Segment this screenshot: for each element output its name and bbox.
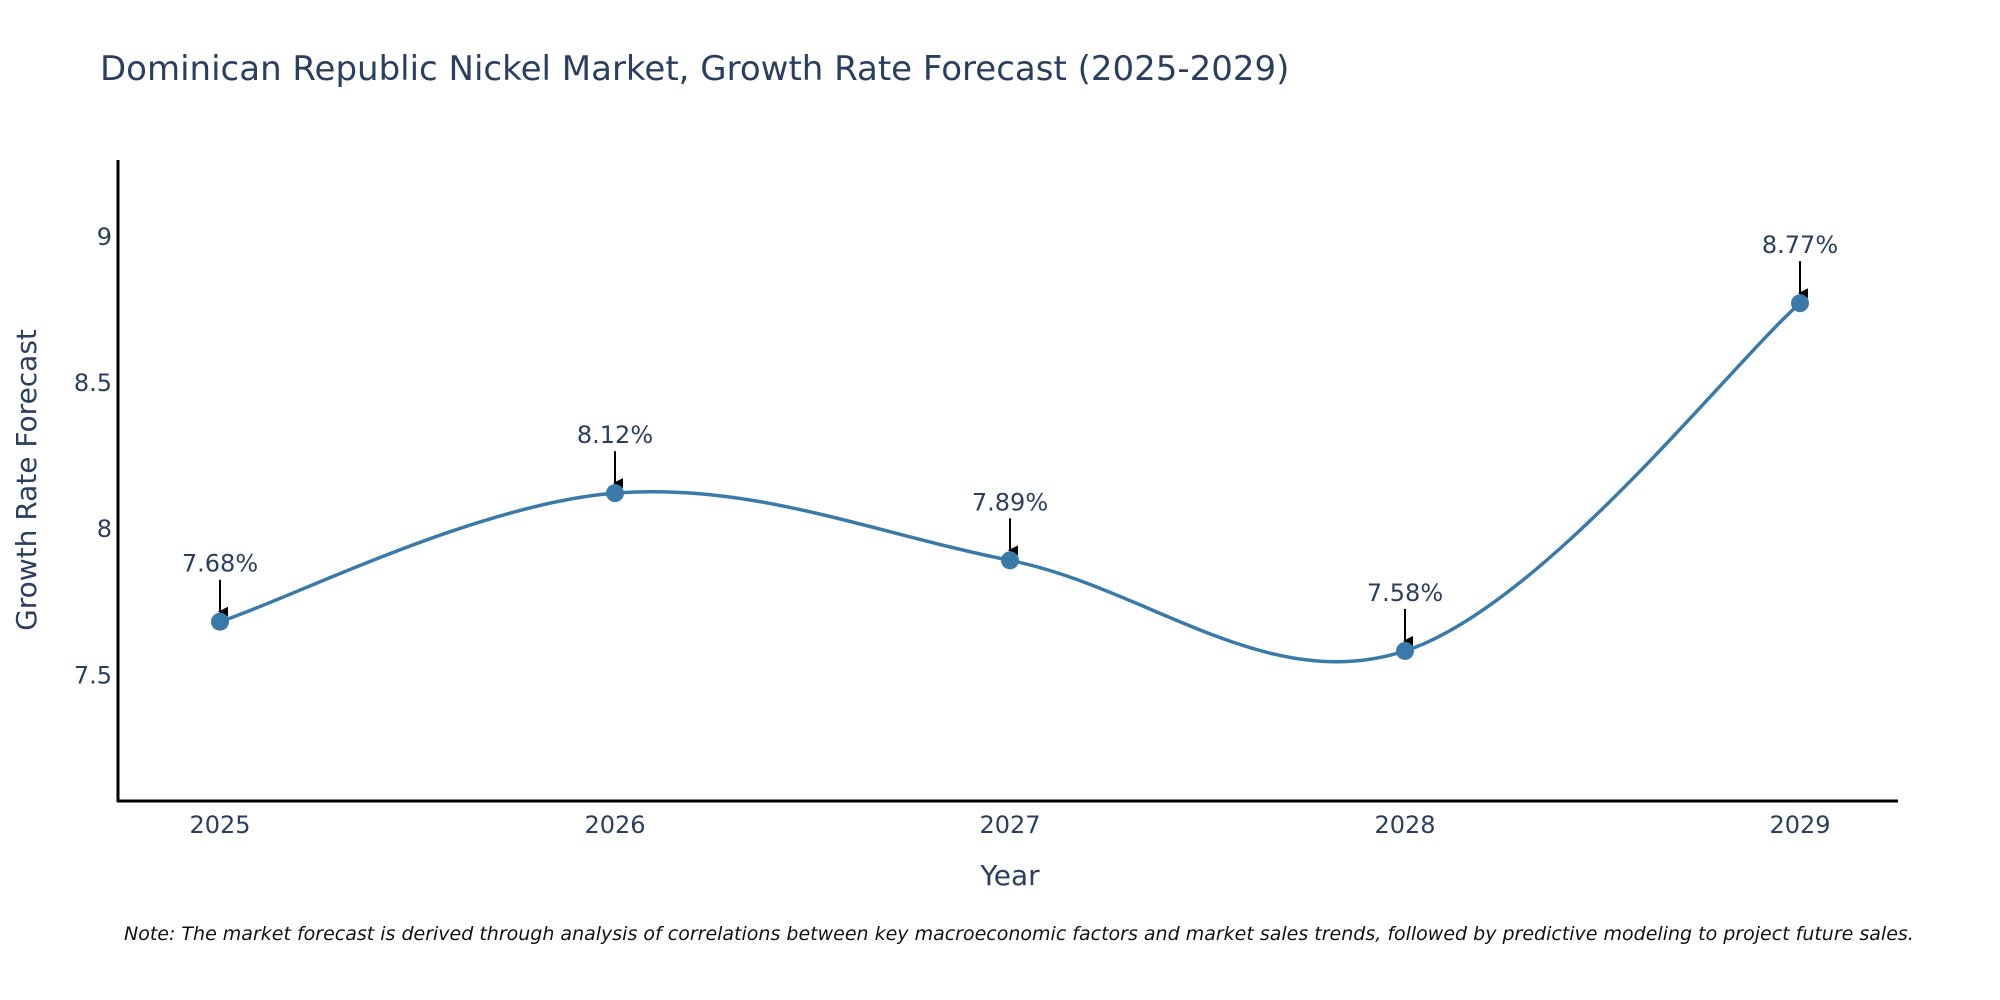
- x-tick-label: 2029: [1769, 811, 1830, 839]
- data-point: [1001, 551, 1019, 570]
- y-axis-ticks: 7.5 8 8.5 9: [74, 223, 112, 689]
- data-label: 8.12%: [577, 421, 653, 449]
- y-tick-label: 8.5: [74, 369, 112, 397]
- data-annotations: 7.68% 8.12% 7.89% 7.58% 8.77%: [182, 231, 1838, 646]
- y-tick-label: 8: [97, 515, 112, 543]
- x-tick-label: 2027: [979, 811, 1040, 839]
- data-point: [1396, 641, 1414, 660]
- x-axis-ticks: 2025 2026 2027 2028 2029: [189, 811, 1830, 839]
- y-tick-label: 7.5: [74, 661, 112, 689]
- footnote: Note: The market forecast is derived thr…: [124, 923, 1914, 945]
- data-point: [211, 612, 229, 631]
- y-tick-label: 9: [97, 223, 112, 251]
- data-point: [1791, 294, 1809, 313]
- x-tick-label: 2026: [584, 811, 645, 839]
- chart-title: Dominican Republic Nickel Market, Growth…: [100, 49, 1289, 89]
- data-markers: [211, 294, 1809, 660]
- y-axis-title: Growth Rate Forecast: [10, 329, 43, 631]
- x-tick-label: 2025: [189, 811, 250, 839]
- data-label: 8.77%: [1762, 231, 1838, 259]
- x-tick-label: 2028: [1374, 811, 1435, 839]
- x-axis-title: Year: [979, 859, 1040, 892]
- data-label: 7.68%: [182, 550, 258, 578]
- data-point: [606, 484, 624, 503]
- data-label: 7.89%: [972, 488, 1048, 516]
- series-line: [219, 301, 1802, 664]
- data-label: 7.58%: [1367, 579, 1443, 607]
